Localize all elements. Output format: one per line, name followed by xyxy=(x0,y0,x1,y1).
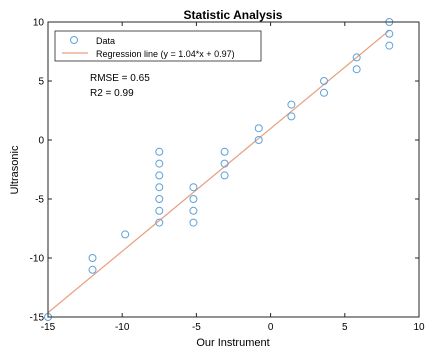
x-tick-label: -5 xyxy=(192,322,201,333)
axis-ticks: -15 -10 -5 0 5 10 -15 -10 -5 0 5 10 xyxy=(30,18,425,334)
y-tick-label: 0 xyxy=(38,136,44,147)
data-point xyxy=(320,88,329,97)
x-tick-label: 5 xyxy=(342,322,348,333)
data-point xyxy=(220,147,229,156)
y-axis-label: Ultrasonic xyxy=(9,145,21,194)
data-point xyxy=(88,265,97,274)
data-point xyxy=(385,41,394,50)
x-tick-label: -10 xyxy=(115,322,130,333)
regression-line xyxy=(47,29,390,314)
data-point xyxy=(189,183,198,192)
regression-line-layer xyxy=(47,29,390,314)
data-points xyxy=(44,18,394,321)
data-point xyxy=(155,218,164,227)
y-tick-label: -15 xyxy=(30,313,45,324)
y-tick-label: -5 xyxy=(35,195,44,206)
data-point xyxy=(88,254,97,262)
data-point xyxy=(155,195,164,203)
data-point xyxy=(254,124,263,133)
y-tick-label: -10 xyxy=(30,254,45,265)
data-point xyxy=(254,136,263,144)
data-point xyxy=(320,77,329,85)
data-point xyxy=(220,159,229,168)
legend-marker-data xyxy=(70,36,78,44)
y-tick-label: 5 xyxy=(38,77,44,88)
x-tick-label: -15 xyxy=(41,322,56,333)
data-point xyxy=(155,183,164,192)
x-tick-label: 10 xyxy=(413,322,425,333)
data-point xyxy=(189,206,198,215)
data-point xyxy=(155,159,164,168)
x-axis-label: Our Instrument xyxy=(196,337,269,349)
data-point xyxy=(189,195,198,203)
x-tick-label: 0 xyxy=(268,322,274,333)
data-point xyxy=(220,171,229,180)
plot-area xyxy=(47,21,420,318)
data-point xyxy=(155,171,164,180)
chart-title: Statistic Analysis xyxy=(184,8,283,22)
data-point xyxy=(189,218,198,227)
legend-label-data: Data xyxy=(96,36,115,46)
legend-label-regression: Regression line (y = 1.04*x + 0.97) xyxy=(96,49,235,59)
legend: Data Regression line (y = 1.04*x + 0.97) xyxy=(54,30,262,62)
data-point xyxy=(287,112,296,121)
data-point xyxy=(287,100,296,109)
r2-annotation: R2 = 0.99 xyxy=(90,88,134,99)
data-point xyxy=(121,230,130,239)
data-point xyxy=(385,29,394,38)
data-point xyxy=(352,53,361,62)
y-tick-label: 10 xyxy=(33,18,45,29)
legend-box xyxy=(54,30,262,62)
data-point xyxy=(155,147,164,156)
data-point xyxy=(155,206,164,215)
rmse-annotation: RMSE = 0.65 xyxy=(90,73,150,84)
data-point xyxy=(352,65,361,74)
